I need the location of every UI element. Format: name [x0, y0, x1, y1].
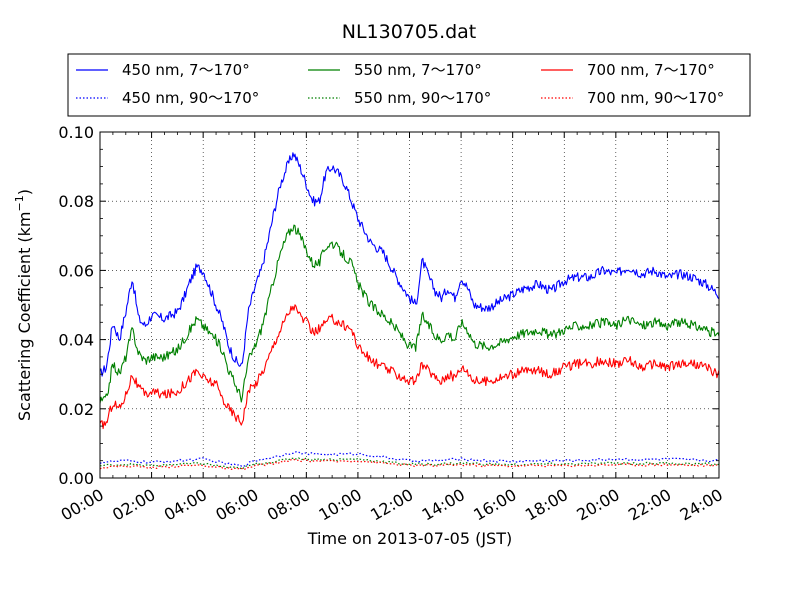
legend-box	[67, 53, 751, 117]
legend: 450 nm, 7～170° 450 nm, 90～170° 550 nm, 7～1…	[67, 53, 751, 117]
y-tick-label: 0.00	[58, 469, 94, 488]
y-axis-label-sup: −1	[13, 195, 26, 211]
series-layer	[99, 152, 720, 471]
legend-label-1: 450 nm, 90～170°	[122, 89, 259, 107]
legend-label-2: 550 nm, 7～170°	[354, 61, 482, 79]
y-axis-label-close: )	[15, 189, 34, 195]
y-axis-label-main: Scattering Coefficient (km	[15, 211, 34, 421]
y-tick-label: 0.06	[58, 261, 94, 280]
series-line-4	[99, 304, 720, 430]
series-line-1	[99, 451, 720, 468]
series-line-3	[99, 457, 720, 470]
y-axis-label: Scattering Coefficient (km−1)	[13, 189, 34, 421]
y-tick-label: 0.04	[58, 331, 94, 350]
series-line-0	[99, 152, 720, 377]
legend-label-0: 450 nm, 7～170°	[122, 61, 250, 79]
legend-label-5: 700 nm, 90～170°	[587, 89, 724, 107]
chart-title: NL130705.dat	[342, 21, 477, 43]
grid	[100, 132, 719, 478]
y-tick-label: 0.10	[58, 123, 94, 142]
series-line-5	[99, 458, 720, 471]
series-line-2	[99, 224, 720, 404]
y-tick-label: 0.02	[58, 400, 94, 419]
legend-label-3: 550 nm, 90～170°	[354, 89, 491, 107]
y-tick-label: 0.08	[58, 192, 94, 211]
legend-label-4: 700 nm, 7～170°	[587, 61, 715, 79]
x-axis-label: Time on 2013-07-05 (JST)	[307, 529, 512, 548]
